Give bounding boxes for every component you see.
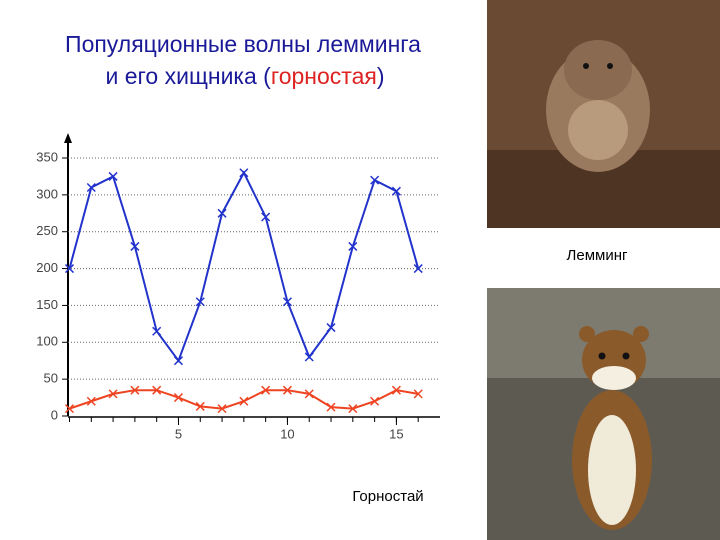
x-tick-label: 15 — [389, 426, 403, 441]
point-marker — [261, 212, 271, 222]
point-marker — [217, 208, 227, 218]
y-axis-arrow — [64, 133, 72, 143]
title-part: ) — [377, 63, 385, 89]
y-tick-label: 150 — [36, 297, 58, 312]
title-highlight: горностая — [271, 63, 377, 89]
point-marker — [152, 326, 162, 336]
point-marker — [348, 404, 358, 414]
y-tick-label: 350 — [36, 149, 58, 164]
point-marker — [173, 393, 184, 403]
y-tick-label: 50 — [44, 371, 58, 386]
point-marker — [130, 385, 140, 395]
point-marker — [108, 389, 118, 399]
point-marker — [304, 389, 314, 399]
point-marker — [348, 241, 358, 251]
title-line: Популяционные волны лемминга — [65, 31, 421, 57]
point-marker — [86, 396, 96, 406]
point-marker — [239, 168, 249, 178]
point-marker — [239, 396, 249, 406]
series-line — [68, 170, 420, 363]
x-tick-label: 10 — [280, 426, 294, 441]
point-marker — [152, 385, 162, 395]
title-line: и его хищника (горностая) — [106, 63, 385, 89]
point-marker — [391, 186, 401, 196]
point-marker — [326, 402, 336, 412]
point-marker — [108, 171, 118, 181]
title-part: и его хищника ( — [106, 63, 272, 89]
point-marker — [391, 385, 401, 395]
y-tick-label: 300 — [36, 186, 58, 201]
point-marker — [413, 264, 423, 274]
point-marker — [195, 401, 205, 411]
point-marker — [413, 389, 423, 399]
x-tick-label: 5 — [175, 426, 182, 441]
point-marker — [195, 297, 205, 307]
point-marker — [64, 264, 75, 274]
point-marker — [304, 352, 314, 362]
y-tick-label: 0 — [51, 407, 58, 422]
point-marker — [130, 241, 140, 251]
stoat-photo — [487, 288, 720, 540]
y-tick-label: 250 — [36, 223, 58, 238]
point-marker — [326, 323, 336, 333]
point-marker — [64, 404, 75, 414]
lemming-photo — [487, 0, 720, 228]
y-tick-label: 100 — [36, 334, 58, 349]
photo-caption: Горностай — [352, 488, 423, 505]
point-marker — [370, 396, 380, 406]
photo-caption: Лемминг — [567, 247, 628, 264]
point-marker — [173, 356, 184, 366]
point-marker — [282, 297, 292, 307]
point-marker — [282, 385, 292, 395]
point-marker — [370, 175, 380, 185]
point-marker — [261, 385, 271, 395]
y-tick-label: 200 — [36, 260, 58, 275]
point-marker — [86, 182, 96, 193]
series-line — [69, 389, 419, 410]
point-marker — [217, 404, 227, 414]
